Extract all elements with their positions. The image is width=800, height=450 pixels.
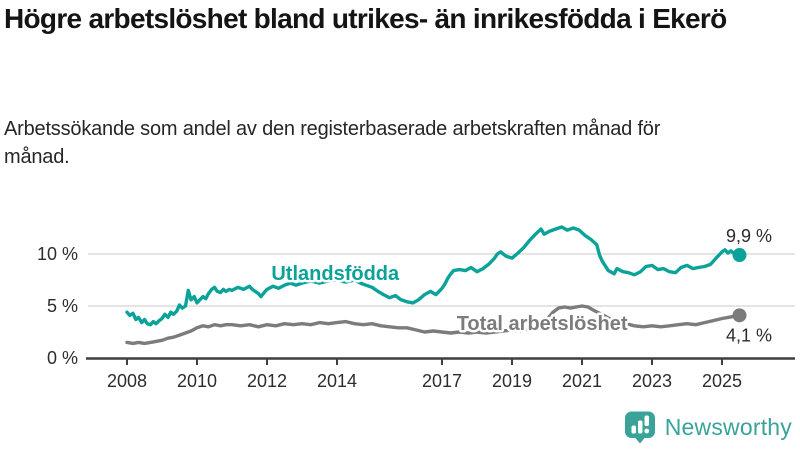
- series-end-value-label-utlandsf-dda: 9,9 %: [726, 226, 772, 246]
- newsworthy-logo: Newsworthy: [623, 410, 792, 444]
- series-line-utlandsf-dda: [125, 225, 742, 327]
- newsworthy-logo-text: Newsworthy: [664, 413, 792, 440]
- x-axis-tick-label: 2021: [562, 371, 602, 391]
- series-end-dot-utlandsf-dda: [732, 248, 747, 263]
- x-axis-tick-label: 2025: [702, 371, 742, 391]
- x-axis-tick-label: 2014: [317, 371, 357, 391]
- x-axis-tick-label: 2008: [107, 371, 147, 391]
- page-subtitle: Arbetssökande som andel av den registerb…: [4, 118, 661, 169]
- series-name-label-total-arbetsl-shet: Total arbetslöshet: [457, 313, 628, 335]
- y-axis-tick-label: 5 %: [47, 296, 78, 316]
- series-end-dot-total-arbetsl-shet: [732, 308, 747, 323]
- x-axis-tick-label: 2012: [247, 371, 287, 391]
- x-axis-tick-label: 2010: [177, 371, 217, 391]
- x-axis-tick-label: 2023: [632, 371, 672, 391]
- x-axis-tick-label: 2017: [422, 371, 462, 391]
- page-title: Högre arbetslöshet bland utrikes- än inr…: [4, 3, 727, 34]
- y-axis-tick-label: 0 %: [47, 348, 78, 368]
- series-name-label-utlandsf-dda: Utlandsfödda: [271, 263, 400, 285]
- y-axis-tick-label: 10 %: [37, 244, 78, 264]
- series-end-value-label-total-arbetsl-shet: 4,1 %: [726, 325, 772, 345]
- bar-chart-speech-bubble-icon: [624, 411, 655, 444]
- series-line-total-arbetsl-shet: [125, 304, 742, 346]
- x-axis-tick-label: 2019: [492, 371, 532, 391]
